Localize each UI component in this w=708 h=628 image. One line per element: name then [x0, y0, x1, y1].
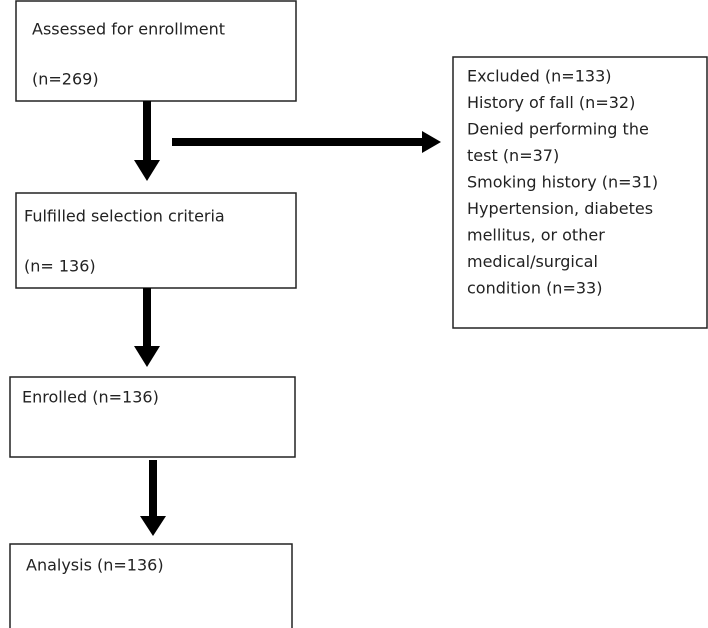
- arrow-head: [140, 516, 166, 536]
- box-excluded: [452, 56, 708, 329]
- box-analysis: [9, 543, 293, 628]
- box-assessed: [15, 0, 297, 102]
- node-text: (n=269): [32, 70, 99, 89]
- node-text: Fulfilled selection criteria: [24, 207, 225, 226]
- node-text: Enrolled (n=136): [22, 388, 159, 407]
- node-text: History of fall (n=32): [467, 93, 635, 112]
- arrow-head: [422, 131, 441, 153]
- node-text: Denied performing the: [467, 120, 649, 139]
- node-text: test (n=37): [467, 146, 559, 165]
- node-text: Assessed for enrollment: [32, 20, 225, 39]
- excluded-text: Excluded (n=133) History of fall (n=32) De…: [467, 67, 658, 298]
- arrow-head: [134, 346, 160, 367]
- node-text: condition (n=33): [467, 279, 602, 298]
- node-text: Excluded (n=133): [467, 67, 612, 86]
- arrow-head: [134, 160, 160, 181]
- node-text: Analysis (n=136): [26, 556, 164, 575]
- node-text: (n= 136): [24, 257, 96, 276]
- node-text: Hypertension, diabetes: [467, 199, 653, 218]
- box-fulfilled: [15, 192, 297, 289]
- node-text: Smoking history (n=31): [467, 173, 658, 192]
- box-enrolled: [9, 376, 296, 458]
- node-text: mellitus, or other: [467, 226, 605, 245]
- node-text: medical/surgical: [467, 252, 598, 271]
